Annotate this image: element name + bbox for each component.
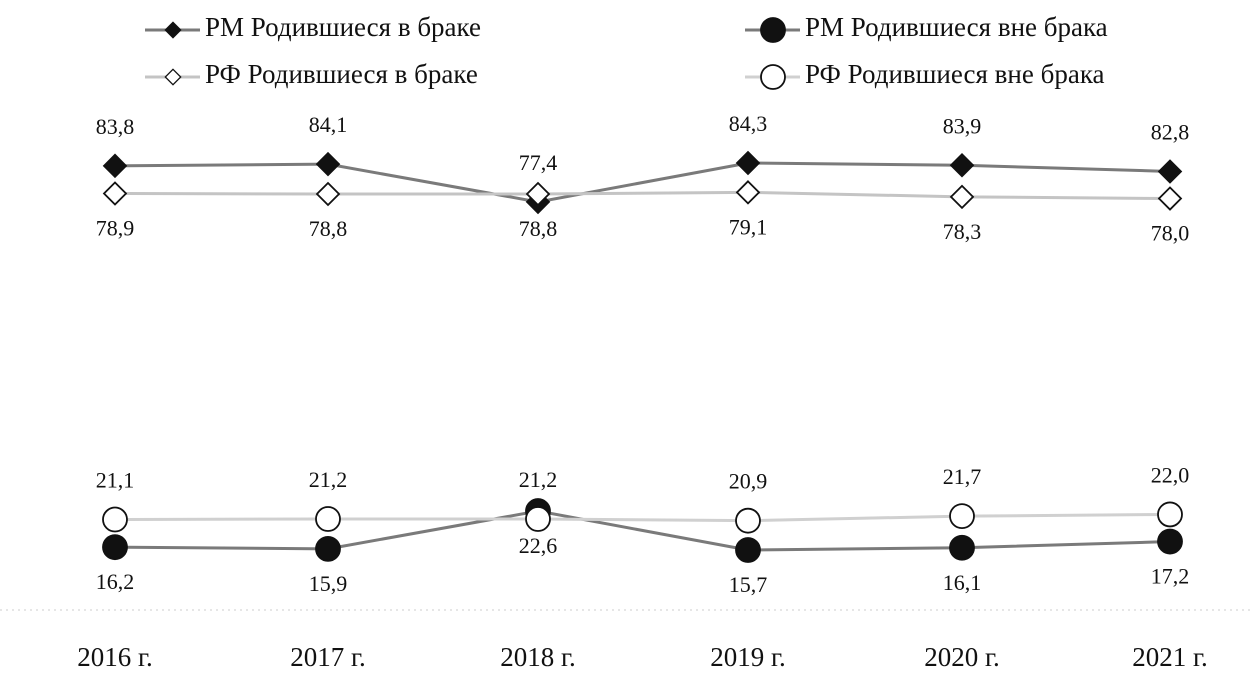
data-point [525, 506, 551, 532]
legend-marker [760, 64, 786, 90]
legend-marker [760, 17, 786, 43]
data-point [1157, 186, 1183, 211]
data-label: 15,7 [729, 572, 768, 597]
data-point [102, 181, 128, 206]
data-point [949, 503, 975, 530]
data-point [735, 150, 761, 176]
x-tick-label: 2018 г. [500, 642, 576, 672]
data-point [315, 151, 341, 177]
data-label: 22,6 [519, 533, 558, 558]
data-label: 84,1 [309, 112, 348, 137]
series-line [114, 509, 1171, 552]
series-line [114, 190, 1171, 201]
data-point [102, 534, 128, 561]
data-label: 78,9 [96, 216, 135, 241]
data-label: 21,2 [309, 467, 348, 492]
data-point [1157, 159, 1183, 184]
data-point [315, 506, 341, 532]
data-label: 20,9 [729, 469, 768, 494]
data-label: 17,2 [1151, 564, 1190, 589]
data-point [315, 535, 341, 562]
series-line [114, 161, 1171, 204]
data-label: 84,3 [729, 111, 768, 136]
legend-label: РФ Родившиеся в браке [205, 59, 478, 89]
data-label: 79,1 [729, 214, 768, 239]
x-tick-label: 2016 г. [77, 642, 153, 672]
legend-marker [164, 68, 182, 86]
x-tick-label: 2020 г. [924, 642, 1000, 672]
data-point [949, 152, 975, 178]
data-point [735, 180, 761, 205]
legend-label: РФ Родившиеся вне брака [805, 59, 1105, 89]
legend-marker [164, 21, 182, 39]
data-label: 21,1 [96, 468, 135, 493]
data-label: 78,0 [1151, 221, 1190, 246]
legend-label: РМ Родившиеся вне брака [805, 12, 1108, 42]
data-label: 83,8 [96, 114, 135, 139]
data-point [949, 534, 975, 561]
data-label: 78,3 [943, 219, 982, 244]
legend-label: РМ Родившиеся в браке [205, 12, 481, 42]
data-label: 77,4 [519, 150, 558, 175]
data-point [1157, 501, 1183, 528]
data-point [735, 507, 761, 534]
data-label: 21,2 [519, 467, 558, 492]
data-label: 16,1 [943, 570, 982, 595]
data-label: 21,7 [943, 464, 982, 489]
x-tick-label: 2021 г. [1132, 642, 1208, 672]
data-point [949, 184, 975, 210]
x-tick-label: 2019 г. [710, 642, 786, 672]
data-point [1157, 528, 1183, 555]
x-tick-label: 2017 г. [290, 642, 366, 672]
data-point [102, 506, 128, 533]
data-label: 22,0 [1151, 463, 1190, 488]
data-point [525, 181, 551, 207]
data-point [102, 153, 128, 179]
data-label: 15,9 [309, 571, 348, 596]
data-label: 82,8 [1151, 120, 1190, 145]
data-point [735, 537, 761, 563]
data-point [315, 181, 341, 207]
data-label: 78,8 [309, 216, 348, 241]
data-label: 83,9 [943, 113, 982, 138]
series-line [114, 512, 1171, 523]
data-label: 16,2 [96, 569, 135, 594]
data-label: 78,8 [519, 216, 558, 241]
